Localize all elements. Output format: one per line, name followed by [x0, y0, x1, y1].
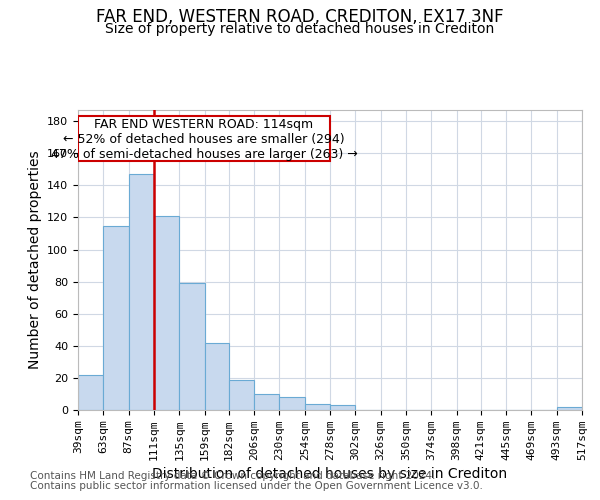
Y-axis label: Number of detached properties: Number of detached properties [28, 150, 41, 370]
Bar [128, 174, 154, 410]
Bar [103, 226, 128, 410]
Bar [78, 374, 103, 410]
Bar [254, 394, 280, 410]
Bar [154, 216, 179, 410]
Bar [179, 284, 205, 410]
Text: Contains HM Land Registry data © Crown copyright and database right 2024.: Contains HM Land Registry data © Crown c… [30, 471, 436, 481]
Bar [330, 405, 355, 410]
X-axis label: Distribution of detached houses by size in Crediton: Distribution of detached houses by size … [152, 467, 508, 481]
Bar [557, 407, 582, 410]
Text: Size of property relative to detached houses in Crediton: Size of property relative to detached ho… [106, 22, 494, 36]
Text: Contains public sector information licensed under the Open Government Licence v3: Contains public sector information licen… [30, 481, 483, 491]
Text: FAR END, WESTERN ROAD, CREDITON, EX17 3NF: FAR END, WESTERN ROAD, CREDITON, EX17 3N… [96, 8, 504, 26]
Bar [280, 397, 305, 410]
Bar [205, 342, 229, 410]
Text: FAR END WESTERN ROAD: 114sqm
← 52% of detached houses are smaller (294)
47% of s: FAR END WESTERN ROAD: 114sqm ← 52% of de… [50, 118, 358, 161]
FancyBboxPatch shape [78, 116, 330, 162]
Bar [229, 380, 254, 410]
Bar [305, 404, 330, 410]
